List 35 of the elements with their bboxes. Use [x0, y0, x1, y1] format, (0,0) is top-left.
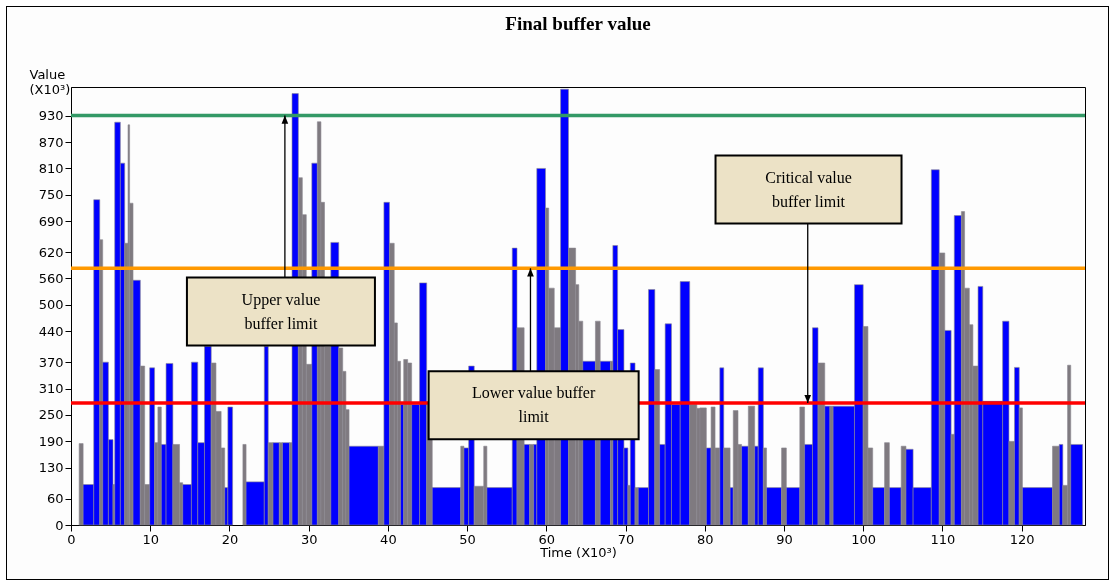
y-tick-label: 560: [38, 270, 64, 286]
y-tick-label: 750: [38, 187, 64, 203]
x-tick-label: 20: [221, 531, 239, 547]
chart-title: Final buffer value: [505, 13, 651, 34]
x-axis-title: Time (X10³): [539, 544, 617, 560]
annotation: Upper value buffer limit: [241, 290, 321, 332]
x-tick-label: 110: [930, 531, 956, 547]
x-tick-label: 50: [459, 531, 476, 547]
y-tick-label: 250: [38, 407, 64, 423]
y-tick-label: 930: [38, 108, 64, 124]
y-axis-title: Value (X10³): [29, 66, 71, 97]
x-tick-label: 100: [851, 531, 877, 547]
y-tick-label: 500: [38, 297, 64, 313]
x-tick-label: 70: [617, 531, 635, 547]
x-tick-label: 30: [300, 531, 318, 547]
y-tick-label: 310: [38, 381, 64, 397]
y-tick-label: 690: [38, 213, 64, 229]
y-tick-label: 370: [38, 354, 64, 370]
y-tick-label: 0: [55, 517, 64, 533]
annotation: Lower value buffer limit: [472, 384, 596, 426]
y-tick-label: 870: [38, 134, 64, 150]
x-tick-label: 90: [776, 531, 793, 547]
x-tick-label: 0: [67, 531, 76, 547]
annotation: Critical value buffer limit: [765, 168, 852, 210]
y-tick-label: 440: [38, 323, 64, 339]
y-tick-label: 130: [38, 460, 64, 476]
x-tick-label: 60: [538, 531, 556, 547]
x-tick-label: 120: [1009, 531, 1035, 547]
x-tick-label: 40: [380, 531, 397, 547]
y-tick-label: 190: [38, 433, 64, 449]
x-tick-label: 10: [142, 531, 159, 547]
y-tick-label: 620: [38, 244, 64, 260]
y-tick-label: 810: [38, 160, 64, 176]
y-tick-label: 60: [46, 491, 64, 507]
x-tick-label: 80: [696, 531, 714, 547]
